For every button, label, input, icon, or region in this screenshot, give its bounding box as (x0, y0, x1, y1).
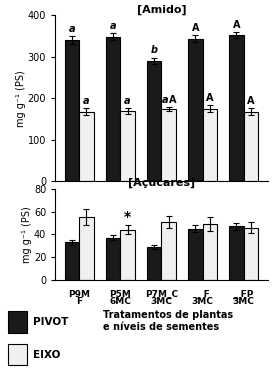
Bar (203, 224, 217, 280)
Title: [Amido]: [Amido] (137, 4, 186, 15)
Bar (79, 217, 94, 280)
Y-axis label: mg g⁻¹ (PS): mg g⁻¹ (PS) (22, 206, 32, 263)
Bar (244, 228, 258, 280)
Bar (161, 222, 176, 280)
Text: EIXO: EIXO (33, 350, 60, 359)
Y-axis label: mg g⁻¹ (PS): mg g⁻¹ (PS) (16, 70, 26, 127)
Text: 3MC: 3MC (233, 297, 255, 306)
Bar (65, 242, 79, 280)
Bar (161, 109, 176, 181)
Text: A: A (192, 23, 199, 33)
Bar (188, 229, 203, 280)
Text: a: a (69, 24, 75, 34)
Bar (120, 230, 135, 280)
Bar (120, 111, 135, 181)
Text: 3MC: 3MC (150, 297, 172, 306)
Bar (8, 311, 27, 333)
Text: _ FP: _ FP (233, 290, 254, 299)
Bar (147, 247, 161, 280)
Bar (229, 35, 244, 181)
Text: a: a (110, 21, 116, 31)
Text: Tratamentos de plantas
e níveis de sementes: Tratamentos de plantas e níveis de semen… (103, 310, 233, 332)
Text: a: a (162, 94, 169, 105)
Text: *: * (124, 209, 131, 223)
Text: A: A (247, 96, 255, 106)
Text: P9M: P9M (68, 290, 90, 299)
Text: PIVOT: PIVOT (33, 317, 68, 327)
Bar (244, 112, 258, 181)
Text: a: a (124, 96, 131, 106)
Text: A: A (206, 93, 214, 103)
Text: A: A (169, 94, 177, 105)
Text: a: a (83, 96, 90, 106)
Bar (188, 39, 203, 181)
Text: 3MC: 3MC (192, 297, 214, 306)
Bar (147, 61, 161, 181)
Bar (203, 109, 217, 181)
Text: b: b (151, 45, 158, 56)
Bar (79, 112, 94, 181)
Title: [Açucares]: [Açucares] (128, 178, 195, 189)
Bar (8, 344, 27, 365)
Bar (106, 37, 120, 181)
Bar (65, 40, 79, 181)
Text: A: A (233, 20, 240, 30)
Bar (229, 226, 244, 280)
Text: P5M: P5M (109, 290, 131, 299)
Bar (106, 238, 120, 280)
Text: _ F: _ F (196, 290, 209, 299)
Text: P7M_C: P7M_C (145, 290, 178, 299)
Text: 6MC: 6MC (109, 297, 131, 306)
Text: F: F (76, 297, 82, 306)
